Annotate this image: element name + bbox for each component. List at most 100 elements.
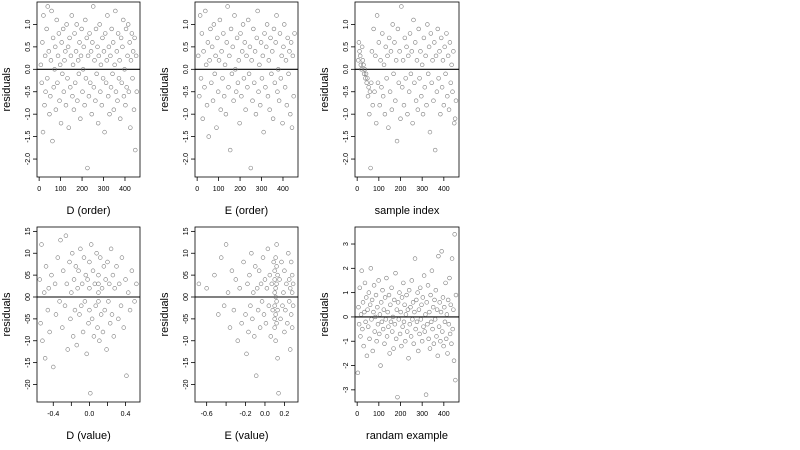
data-point (429, 319, 434, 324)
data-point (263, 321, 269, 326)
data-point (287, 299, 292, 304)
data-point (420, 295, 426, 300)
data-point (273, 40, 278, 45)
data-point (86, 321, 91, 326)
data-point (213, 53, 218, 59)
data-point (452, 120, 457, 126)
data-point (398, 309, 403, 315)
data-point (407, 31, 413, 36)
data-point (61, 268, 66, 273)
x-tick-label: 400 (119, 186, 131, 193)
panel-sample-index: 0 100 200 300 400 -2.0 -1.5 -1.0 -0.5 0.0 0.5 1.0 sa… (319, 1, 460, 217)
data-point (225, 290, 231, 295)
data-point (113, 8, 118, 14)
data-point (279, 53, 284, 59)
data-point (372, 329, 377, 334)
data-point (259, 76, 265, 81)
data-point (109, 312, 115, 317)
data-point (75, 58, 81, 63)
y-tick-label: -0.5 (25, 86, 32, 98)
data-point (248, 165, 253, 171)
data-point (282, 22, 287, 27)
data-point (404, 292, 409, 298)
data-point (60, 26, 66, 32)
data-point (87, 286, 92, 291)
data-point (245, 281, 250, 287)
y-tick-label: 0.0 (183, 64, 190, 74)
data-point (451, 307, 456, 312)
data-point (395, 300, 401, 305)
data-point (231, 307, 237, 313)
plot-frame (36, 1, 141, 178)
y-tick-label: 00 (183, 293, 190, 301)
data-point (126, 89, 132, 94)
data-point (282, 85, 288, 90)
data-point (106, 299, 111, 304)
data-point (440, 295, 446, 300)
data-point (384, 334, 390, 339)
data-point (276, 391, 281, 396)
data-point (80, 89, 85, 94)
data-point (209, 44, 215, 50)
data-point (406, 53, 411, 59)
data-point (219, 49, 224, 54)
data-point (366, 324, 371, 329)
data-point (77, 40, 82, 45)
data-point (366, 290, 372, 295)
data-point (413, 40, 418, 45)
data-point (255, 307, 261, 313)
data-point (413, 98, 419, 103)
data-point (363, 76, 368, 81)
data-point (238, 31, 243, 36)
data-point (223, 111, 229, 117)
data-point (74, 342, 79, 348)
data-point (281, 290, 286, 295)
x-tick-label: -0.4 (47, 411, 59, 418)
data-point (437, 49, 442, 54)
data-point (400, 85, 405, 90)
data-point (272, 325, 277, 330)
data-point (211, 22, 217, 27)
data-point (105, 13, 110, 18)
data-point (259, 299, 265, 304)
data-point (358, 62, 364, 68)
data-point (196, 281, 202, 287)
data-point (82, 299, 88, 304)
data-point (386, 292, 392, 298)
x-tick-label: 200 (234, 186, 246, 193)
data-point (389, 107, 395, 112)
data-point (409, 49, 414, 54)
data-point (229, 268, 235, 273)
data-point (117, 58, 122, 63)
data-point (356, 322, 362, 327)
data-point (83, 17, 88, 23)
data-point (106, 44, 112, 50)
data-point (408, 71, 414, 76)
data-point (68, 53, 74, 59)
data-point (271, 259, 276, 265)
x-tick-label: 300 (98, 186, 110, 193)
data-point (393, 336, 399, 342)
data-point (205, 40, 211, 45)
data-point (42, 53, 48, 59)
data-point (419, 302, 424, 307)
data-point (371, 283, 377, 288)
data-point (401, 103, 407, 108)
data-point (436, 324, 442, 329)
data-point (391, 71, 396, 76)
data-point (52, 67, 57, 72)
data-point (424, 103, 429, 108)
x-tick-label: 400 (438, 411, 450, 418)
data-point (380, 31, 385, 36)
data-point (373, 314, 378, 320)
y-tick-label: -0.5 (183, 86, 190, 98)
data-point (453, 377, 458, 383)
data-point (416, 307, 422, 312)
data-point (61, 89, 67, 94)
data-point (288, 347, 293, 352)
y-axis-label: residuals (319, 292, 331, 337)
data-point (261, 312, 267, 317)
data-point (72, 80, 78, 85)
data-point (42, 356, 48, 361)
data-point (221, 94, 227, 99)
